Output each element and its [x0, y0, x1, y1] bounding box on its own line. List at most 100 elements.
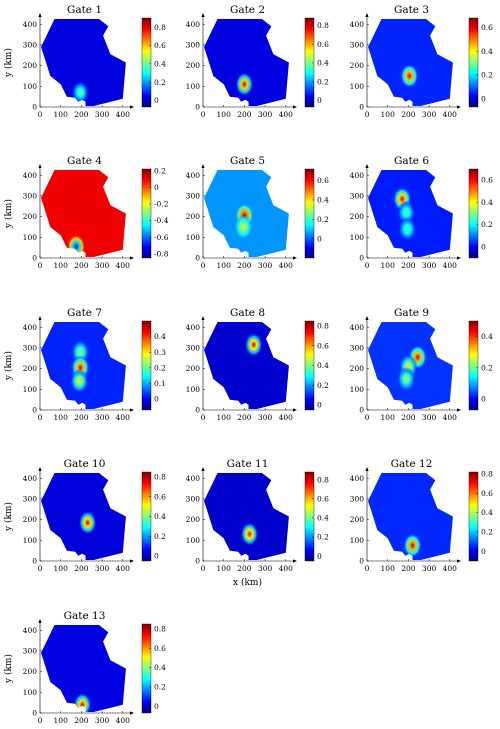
x-tick-label: 400	[443, 110, 458, 119]
x-tick-label: 0	[201, 110, 206, 119]
panel-gate-9: 0 100 200 300 400 0 100 200 300 400 Gate 9 0 0.2 0.4	[350, 307, 493, 422]
y-tick-label: 200	[23, 667, 38, 676]
x-axis-arrow	[293, 408, 297, 412]
colorbar-tick-label: 0.8	[154, 624, 166, 633]
y-axis-label: y (km)	[3, 351, 14, 381]
colorbar-tick-label: 0.2	[481, 220, 493, 229]
colorbar	[141, 320, 152, 411]
y-axis-arrow	[38, 619, 42, 623]
x-tick-label: 300	[95, 110, 110, 119]
colorbar-tick-label: 0.4	[317, 514, 329, 523]
x-tick-label: 300	[422, 564, 437, 573]
x-tick-label: 300	[95, 564, 110, 573]
hotspot	[235, 72, 254, 97]
y-tick-label: 400	[186, 323, 201, 332]
colorbar	[468, 320, 479, 411]
x-tick-label: 200	[237, 564, 252, 573]
hotspot	[78, 510, 97, 535]
x-axis-arrow	[130, 711, 134, 715]
y-tick-label: 100	[350, 233, 365, 242]
colorbar-tick-label: 0.6	[317, 40, 329, 49]
y-tick-label: 200	[23, 212, 38, 221]
colorbar-tick-label: 0	[154, 183, 159, 192]
x-tick-label: 100	[381, 110, 396, 119]
x-tick-label: 0	[365, 261, 370, 270]
colorbar-tick-label: 0.8	[317, 475, 329, 484]
x-tick-label: 0	[38, 564, 43, 573]
y-tick-label: 300	[350, 344, 365, 353]
hotspot	[403, 533, 422, 558]
y-tick-label: 200	[186, 61, 201, 70]
colorbar-tick-label: 0.8	[154, 23, 166, 32]
hotspot	[244, 332, 263, 357]
y-tick-label: 300	[23, 41, 38, 50]
colorbar	[304, 471, 315, 562]
colorbar-tick-label: 0	[154, 702, 159, 711]
panel-gate-8: 0 100 200 300 400 0 100 200 300 400 Gate 8 0 0.2 0.4 0…	[186, 307, 329, 422]
x-axis-arrow	[130, 559, 134, 563]
y-tick-label: 100	[350, 385, 365, 394]
colorbar-tick-label: 0.2	[154, 166, 166, 175]
x-tick-label: 100	[217, 413, 232, 422]
panel-title: Gate 9	[394, 307, 429, 319]
colorbar	[304, 168, 315, 259]
colorbar-tick-label: 0	[317, 401, 322, 410]
x-tick-label: 100	[217, 261, 232, 270]
panel-gate-2: 0 100 200 300 400 0 100 200 300 400 Gate 2 0 0.2 0.4 0…	[186, 4, 329, 119]
x-tick-label: 400	[279, 261, 294, 270]
field-background	[204, 19, 289, 106]
panel-title: Gate 12	[391, 458, 433, 470]
y-tick-label: 400	[23, 323, 38, 332]
x-tick-label: 0	[365, 413, 370, 422]
y-tick-label: 300	[350, 495, 365, 504]
y-tick-label: 100	[23, 688, 38, 697]
panel-title: Gate 11	[227, 458, 269, 470]
y-tick-label: 0	[32, 406, 37, 415]
panel-gate-10: 0 100 200 300 400 0 100 200 300 400 Gate 10 y (km) 0…	[3, 458, 166, 573]
x-tick-label: 400	[443, 261, 458, 270]
colorbar-tick-label: 0	[481, 547, 486, 556]
x-tick-label: 100	[54, 564, 69, 573]
y-axis-arrow	[38, 13, 42, 17]
x-tick-label: 300	[258, 564, 273, 573]
y-axis-arrow	[201, 467, 205, 471]
x-axis-arrow	[293, 105, 297, 109]
x-tick-label: 0	[38, 413, 43, 422]
y-tick-label: 0	[32, 254, 37, 263]
x-tick-label: 300	[95, 413, 110, 422]
panel-title: Gate 2	[230, 4, 265, 16]
x-axis-arrow	[457, 408, 461, 412]
y-tick-label: 100	[186, 385, 201, 394]
x-axis-arrow	[130, 408, 134, 412]
x-tick-label: 0	[38, 110, 43, 119]
panel-title: Gate 4	[67, 155, 102, 167]
x-axis-arrow	[457, 256, 461, 260]
colorbar-tick-label: 0.8	[481, 470, 493, 479]
colorbar-tick-label: 0.6	[154, 41, 166, 50]
y-axis-arrow	[365, 164, 369, 168]
y-tick-label: 0	[32, 557, 37, 566]
y-tick-label: 100	[23, 82, 38, 91]
y-tick-label: 300	[23, 344, 38, 353]
x-tick-label: 300	[258, 110, 273, 119]
colorbar-tick-label: 0	[317, 552, 322, 561]
colorbar-tick-label: 0.8	[317, 21, 329, 30]
colorbar-tick-label: 0	[154, 552, 159, 561]
x-tick-label: 200	[237, 261, 252, 270]
y-tick-label: 100	[23, 536, 38, 545]
hotspot	[397, 366, 416, 391]
x-tick-label: 100	[381, 261, 396, 270]
colorbar-tick-label: 0.2	[481, 528, 493, 537]
x-axis-arrow	[130, 256, 134, 260]
y-tick-label: 400	[350, 474, 365, 483]
panel-gate-7: 0 100 200 300 400 0 100 200 300 400 Gate 7 y (km) 0 0…	[3, 307, 166, 422]
colorbar-tick-label: 0.6	[154, 644, 166, 653]
x-tick-label: 200	[237, 413, 252, 422]
x-tick-label: 400	[116, 564, 131, 573]
colorbar-tick-label: 0.6	[317, 341, 329, 350]
y-tick-label: 100	[186, 82, 201, 91]
colorbar-tick-label: 0.8	[154, 473, 166, 482]
y-axis-arrow	[201, 13, 205, 17]
field-background	[41, 625, 126, 712]
y-axis-arrow	[365, 316, 369, 320]
